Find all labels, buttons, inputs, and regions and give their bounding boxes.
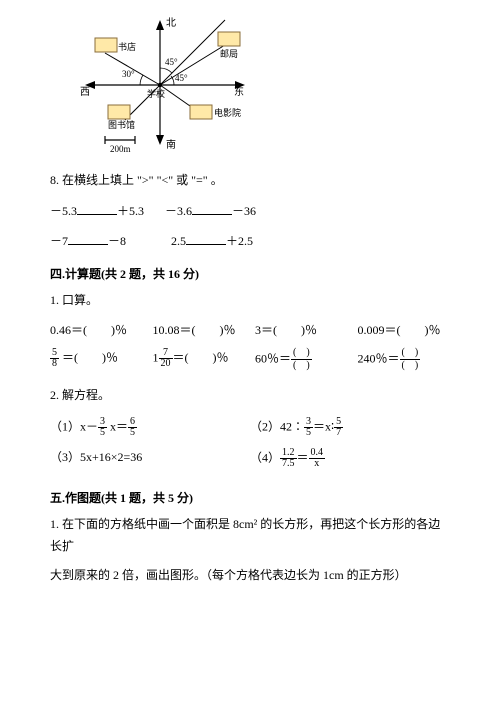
diagram-svg: 北 南 东 西 学校 书店 邮局 图书馆 电影院 30° 45° 45° 200…: [70, 10, 260, 160]
label-library: 图书馆: [108, 119, 135, 130]
calc-e-suffix: ＝( )％: [59, 351, 118, 365]
section4-title: 四.计算题(共 2 题，共 16 分): [50, 265, 450, 282]
frac-5-8: 58: [50, 348, 59, 369]
label-bookstore: 书店: [118, 41, 136, 52]
q8-r1b-l: －3.6: [165, 204, 192, 218]
calc-c: 3＝( )％: [255, 321, 348, 338]
d: 5: [304, 428, 313, 438]
calc-h: 240％＝( )( ): [358, 348, 451, 371]
d: 20: [159, 359, 173, 369]
eq-row1: （1）x－35 x＝65 （2）42∶35＝x∶57: [50, 417, 450, 438]
calc-e: 58 ＝( )％: [50, 348, 143, 371]
d: 8: [50, 359, 59, 369]
eq4-eq: ＝: [297, 450, 309, 464]
q8-r2b-l: 2.5: [171, 234, 186, 248]
section4-item1: 1. 口算。: [50, 290, 450, 312]
d: 7: [334, 428, 343, 438]
blank[interactable]: [77, 200, 117, 215]
frac-04-x: 0.4x: [309, 448, 326, 469]
q8-r2a-r: －8: [108, 234, 126, 248]
calc-g: 60％＝( )( ): [255, 348, 348, 371]
worksheet-page: 北 南 东 西 学校 书店 邮局 图书馆 电影院 30° 45° 45° 200…: [0, 0, 500, 615]
eq1: （1）x－35 x＝65: [50, 417, 250, 438]
section5-title: 五.作图题(共 1 题，共 5 分): [50, 489, 450, 506]
eq3: （3）5x+16×2=36: [50, 448, 250, 469]
eq2-mid: ＝x∶: [313, 419, 334, 433]
d: 7.5: [280, 459, 297, 469]
label-postoffice: 邮局: [220, 48, 238, 59]
q8-r2b-r: ＋2.5: [226, 234, 253, 248]
blank[interactable]: [186, 230, 226, 245]
blank[interactable]: [68, 230, 108, 245]
calc-a: 0.46＝( )％: [50, 321, 143, 338]
calc-row2: 58 ＝( )％ 1720＝( )％ 60％＝( )( ) 240％＝( )( …: [50, 348, 450, 371]
eq2: （2）42∶35＝x∶57: [250, 417, 450, 438]
eq4-pre: （4）: [250, 450, 280, 464]
eq1-pre: （1）x－: [50, 419, 98, 433]
eq4: （4）1.27.5＝0.4x: [250, 448, 450, 469]
q8-r1b-r: －36: [232, 204, 256, 218]
frac-5-7: 57: [334, 417, 343, 438]
q8-r1a-r: ＋5.3: [117, 204, 144, 218]
frac-blank[interactable]: ( )( ): [291, 348, 312, 371]
label-center: 学校: [147, 88, 165, 99]
calc-d: 0.009＝( )％: [358, 321, 451, 338]
frac-3-5b: 35: [304, 417, 313, 438]
direction-diagram: 北 南 东 西 学校 书店 邮局 图书馆 电影院 30° 45° 45° 200…: [70, 10, 250, 150]
label-east: 东: [234, 85, 244, 98]
eq2-pre: （2）42∶: [250, 419, 304, 433]
calc-f: 1720＝( )％: [153, 348, 246, 371]
label-north: 北: [166, 17, 176, 29]
label-angle45: 45°: [165, 57, 178, 67]
section5-item1b: 大到原来的 2 倍，画出图形。（每个方格代表边长为 1cm 的正方形）: [50, 565, 450, 587]
frac-3-5: 35: [98, 417, 107, 438]
eq-row2: （3）5x+16×2=36 （4）1.27.5＝0.4x: [50, 448, 450, 469]
label-scale: 200m: [110, 144, 131, 154]
calc-h-pre: 240％＝: [358, 352, 400, 366]
calc-f-suf: ＝( )％: [173, 351, 229, 365]
q8-row2: －7 －8 2.5 ＋2.5: [50, 230, 450, 253]
label-south: 南: [166, 138, 176, 151]
q8-prompt: 8. 在横线上填上 ">" "<" 或 "=" 。: [50, 170, 450, 192]
blank[interactable]: [192, 200, 232, 215]
q8-r2a-l: －7: [50, 234, 68, 248]
label-cinema: 电影院: [214, 107, 241, 118]
section5-item1a: 1. 在下面的方格纸中画一个面积是 8cm² 的长方形，再把这个长方形的各边长扩: [50, 514, 450, 557]
calc-g-pre: 60％＝: [255, 352, 291, 366]
calc-row1: 0.46＝( )％ 10.08＝( )％ 3＝( )％ 0.009＝( )％: [50, 321, 450, 338]
frac-blank[interactable]: ( )( ): [400, 348, 421, 371]
frac-6-5: 65: [128, 417, 137, 438]
frac-7-20: 720: [159, 348, 173, 369]
d: 5: [128, 428, 137, 438]
q8-row1: －5.3 ＋5.3 －3.6 －36: [50, 200, 450, 223]
label-angle30: 30°: [122, 69, 135, 79]
calc-b: 10.08＝( )％: [153, 321, 246, 338]
frac-12-75: 1.27.5: [280, 448, 297, 469]
q8-r1a-l: －5.3: [50, 204, 77, 218]
d: x: [309, 459, 326, 469]
eq1-mid: x＝: [107, 419, 128, 433]
d: 5: [98, 428, 107, 438]
section4-item2: 2. 解方程。: [50, 385, 450, 407]
label-angle45b: 45°: [175, 73, 188, 83]
label-west: 西: [80, 87, 90, 98]
